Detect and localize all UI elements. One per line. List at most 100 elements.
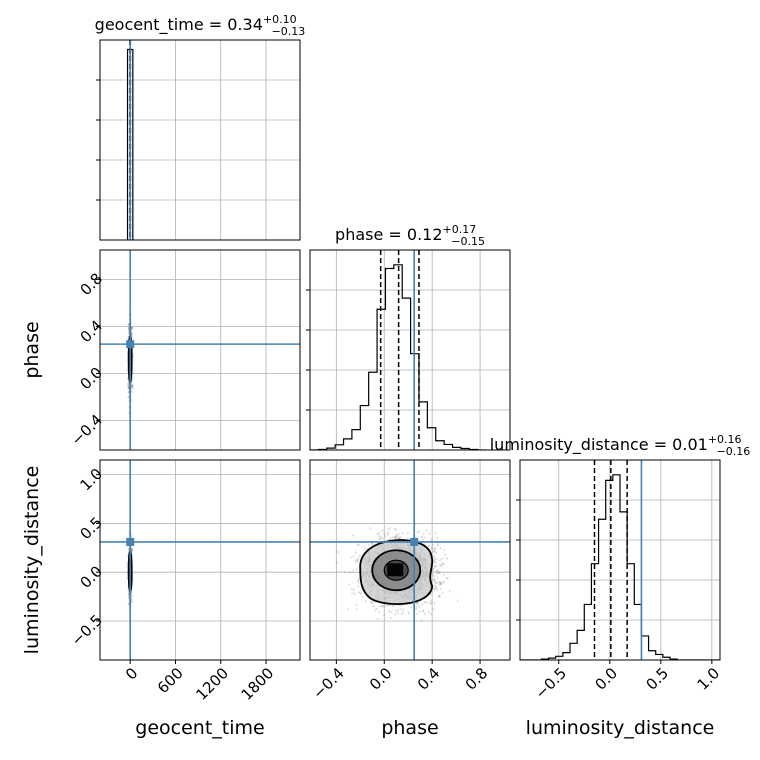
luminosity-distance-vs-phase-sample-point [348,571,352,574]
phase-histogram-panel: phase = 0.12+0.17 −0.15 [306,223,511,451]
luminosity-distance-vs-phase-sample-point [394,536,397,539]
luminosity-distance-vs-phase-sample-point [352,588,355,591]
luminosity-distance-vs-phase-sample-point [348,583,351,586]
luminosity-distance-vs-phase-sample-point [434,565,437,568]
luminosity-distance-vs-geocent-time-sample-point [130,594,134,597]
geocent-time-histogram-panel: geocent_time = 0.34+0.10 −0.13 [95,13,305,241]
luminosity-distance-vs-phase-sample-point [427,544,431,547]
luminosity-distance-vs-phase-sample-point [351,533,355,537]
luminosity-distance-vs-geocent-time-xtick-label-3: 1800 [238,664,278,704]
luminosity-distance-vs-phase-sample-point [435,557,438,560]
luminosity-distance-vs-geocent-time-xtick-label-1: 600 [154,664,187,697]
luminosity-distance-vs-phase-sample-point [434,565,437,568]
luminosity-distance-vs-phase-sample-point [399,535,402,539]
luminosity-distance-vs-phase-sample-point [432,574,435,578]
luminosity-distance-vs-phase-sample-point [379,536,383,539]
luminosity-distance-vs-phase-sample-point [423,536,426,539]
luminosity-distance-vs-phase-sample-point [421,602,424,606]
luminosity-distance-vs-phase-sample-point [431,573,434,576]
luminosity-distance-vs-phase-sample-point [394,528,397,531]
luminosity-distance-vs-phase-sample-point [438,594,441,597]
luminosity-distance-vs-phase-sample-point [364,599,367,603]
luminosity-distance-vs-phase-sample-point [427,610,431,614]
luminosity-distance-vs-phase-sample-point [378,611,381,614]
luminosity-distance-vs-phase-sample-point [431,548,434,551]
luminosity-distance-vs-phase-sample-point [400,604,403,607]
luminosity-distance-vs-phase-sample-point [441,581,444,584]
luminosity-distance-vs-phase-sample-point [357,585,360,588]
luminosity-distance-vs-phase-sample-point [370,600,373,604]
luminosity-distance-vs-phase-sample-point [379,537,382,540]
luminosity-distance-vs-phase-sample-point [432,554,436,557]
luminosity-distance-vs-phase-sample-point [337,551,340,554]
luminosity-distance-histogram-title-name: luminosity_distance = 0.01 [490,435,708,455]
phase-vs-geocent-time-sample-point [130,325,133,329]
phase-vs-geocent-time-ytick-label-3: 0.8 [77,270,107,300]
luminosity-distance-vs-phase-xtick-label-3: 0.8 [462,664,492,694]
luminosity-distance-vs-phase-sample-point [376,533,379,536]
luminosity-distance-vs-phase-sample-point [442,562,445,566]
luminosity-distance-vs-phase-sample-point [416,602,419,605]
luminosity-distance-vs-phase-sample-point [422,533,425,536]
luminosity-distance-vs-phase-sample-point [431,568,435,571]
luminosity-distance-vs-phase-sample-point [351,591,354,594]
luminosity-distance-vs-phase-sample-point [356,559,359,563]
luminosity-distance-vs-phase-sample-point [422,539,425,542]
luminosity-distance-vs-phase-sample-point [439,547,442,550]
luminosity-distance-vs-phase-sample-point [393,527,396,530]
luminosity-distance-vs-phase-sample-point [446,577,449,580]
luminosity-distance-vs-phase-sample-point [356,557,359,560]
luminosity-distance-vs-phase-sample-point [388,527,391,530]
luminosity-distance-vs-phase-sample-point [370,542,374,545]
luminosity-distance-vs-phase-sample-point [407,612,410,615]
luminosity-distance-vs-phase-sample-point [429,613,433,616]
phase-vs-geocent-time-sample-point [127,323,130,326]
luminosity-distance-vs-phase-sample-point [391,536,394,539]
luminosity-distance-vs-phase-sample-point [387,609,391,612]
luminosity-distance-vs-phase-sample-point [432,578,436,582]
luminosity-distance-vs-phase-sample-point [435,586,438,589]
luminosity-distance-vs-phase-sample-point [397,536,401,540]
luminosity-distance-vs-phase-sample-point [436,572,439,576]
luminosity-distance-vs-phase-sample-point [438,564,441,567]
luminosity-distance-vs-phase-sample-point [456,599,459,603]
luminosity-distance-vs-phase-sample-point [356,579,359,582]
geocent-time-histogram-title-plus: +0.10 [263,13,297,26]
luminosity-distance-vs-phase-sample-point [433,561,436,564]
luminosity-distance-vs-phase-sample-point [382,605,385,608]
luminosity-distance-vs-phase-sample-point [442,573,445,576]
luminosity-distance-vs-geocent-time-xtick-label-0: 0 [122,664,141,683]
luminosity-distance-vs-phase-sample-point [363,545,366,548]
luminosity-distance-vs-phase-sample-point [399,607,402,610]
luminosity-distance-vs-geocent-time-ytick-label-3: 1.0 [77,465,107,495]
phase-vs-geocent-time-sample-point [127,384,130,387]
luminosity-distance-vs-phase-sample-point [387,528,390,531]
luminosity-distance-vs-phase-sample-point [353,592,356,596]
luminosity-distance-vs-phase-sample-point [393,535,396,539]
luminosity-distance-vs-phase-sample-point [438,571,441,574]
phase-vs-geocent-time-sample-point [127,387,130,390]
luminosity-distance-vs-geocent-time-panel-frame [99,459,301,661]
phase-vs-geocent-time-sample-point [127,391,130,394]
luminosity-distance-vs-phase-sample-point [441,557,444,560]
luminosity-distance-vs-phase-sample-point [422,609,425,613]
luminosity-distance-vs-phase-sample-point [370,602,373,605]
luminosity-distance-vs-phase-sample-point [434,561,437,564]
luminosity-distance-vs-phase-sample-point [395,535,398,538]
luminosity-distance-vs-phase-panel-frame [309,459,511,661]
luminosity-distance-vs-phase-sample-point [420,536,423,539]
luminosity-distance-vs-phase-sample-point [430,538,433,541]
luminosity-distance-vs-phase-sample-point [389,610,393,614]
luminosity-distance-vs-phase-sample-point [438,571,441,575]
luminosity-distance-vs-phase-sample-point [350,556,353,559]
luminosity-distance-vs-phase-sample-point [448,589,451,593]
luminosity-distance-vs-phase-sample-point [416,612,419,616]
luminosity-distance-vs-phase-sample-point [356,543,359,546]
luminosity-distance-vs-phase-sample-point [354,560,358,564]
luminosity-distance-vs-phase-sample-point [423,600,427,604]
luminosity-distance-vs-phase-sample-point [384,535,387,538]
luminosity-distance-vs-phase-sample-point [375,607,378,610]
luminosity-distance-vs-phase-sample-point [441,591,444,595]
luminosity-distance-vs-phase-sample-point [438,581,442,584]
luminosity-distance-vs-phase-sample-point [436,581,439,585]
